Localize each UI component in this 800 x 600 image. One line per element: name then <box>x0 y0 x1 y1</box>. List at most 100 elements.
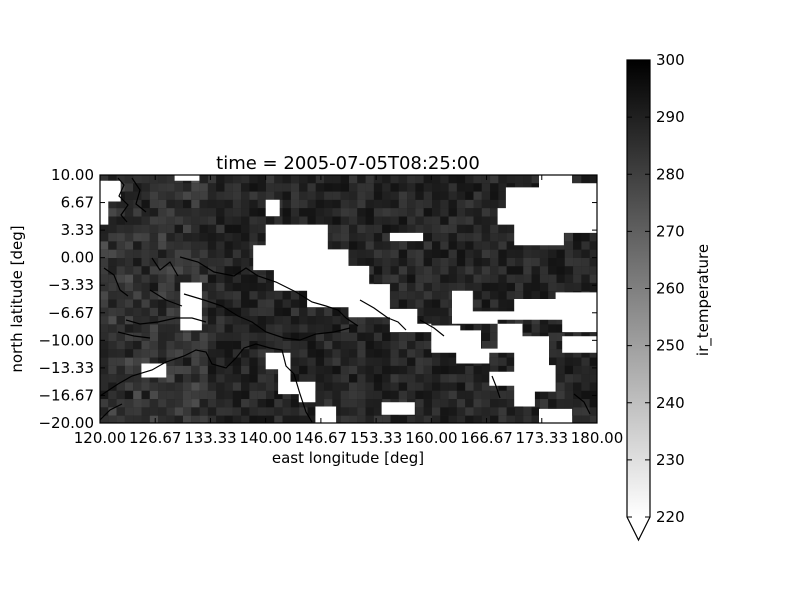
pixel-cell <box>415 241 424 250</box>
pixel-cell <box>199 224 208 234</box>
pixel-cell <box>116 374 125 383</box>
pixel-cell <box>315 316 325 325</box>
pixel-cell <box>199 208 208 217</box>
pixel-cell <box>539 241 549 250</box>
pixel-cell <box>498 299 507 308</box>
pixel-cell <box>183 249 192 258</box>
colorbar-tick-label: 250 <box>656 337 685 355</box>
pixel-cell <box>199 183 208 192</box>
pixel-cell <box>274 216 283 225</box>
pixel-cell <box>149 357 159 366</box>
pixel-cell <box>573 274 582 283</box>
pixel-cell <box>315 208 325 217</box>
pixel-cell <box>332 407 341 416</box>
pixel-cell <box>473 175 482 184</box>
pixel-cell <box>158 249 167 258</box>
pixel-cell <box>523 249 532 258</box>
x-tick-label: 133.33 <box>184 429 237 447</box>
pixel-cell <box>257 199 266 209</box>
x-tick-label: 120.00 <box>74 429 127 447</box>
pixel-cell <box>523 241 532 250</box>
pixel-cell <box>174 316 183 325</box>
pixel-cell <box>274 175 283 184</box>
pixel-cell <box>199 349 208 358</box>
pixel-cell <box>440 357 449 366</box>
pixel-cell <box>108 407 117 416</box>
pixel-cell <box>423 208 432 217</box>
pixel-cell <box>390 224 399 234</box>
pixel-cell <box>116 233 125 242</box>
pixel-cell <box>232 175 242 184</box>
pixel-cell <box>100 407 109 416</box>
pixel-cell <box>589 266 597 275</box>
pixel-cell <box>166 183 175 192</box>
pixel-cell <box>490 332 499 341</box>
pixel-cell <box>100 332 109 341</box>
pixel-cell <box>506 258 515 267</box>
pixel-cell <box>365 415 374 423</box>
pixel-cell <box>299 216 308 225</box>
pixel-cell <box>166 299 175 308</box>
pixel-cell <box>307 175 316 184</box>
pixel-cell <box>166 208 175 217</box>
pixel-cell <box>207 216 217 225</box>
pixel-cell <box>531 266 540 275</box>
pixel-cell <box>282 332 291 341</box>
pixel-cell <box>158 183 167 192</box>
pixel-cell <box>390 208 399 217</box>
pixel-cell <box>290 183 300 192</box>
pixel-cell <box>332 341 341 350</box>
colorbar: 300 290 280 270 260 250 240 230 220 ir_temperatu… <box>626 51 713 542</box>
pixel-cell <box>407 249 416 258</box>
pixel-cell <box>257 357 266 366</box>
pixel-cell <box>332 357 341 366</box>
pixel-cell <box>216 415 225 423</box>
pixel-cell <box>216 266 225 275</box>
pixel-cell <box>249 324 258 333</box>
pixel-cell <box>506 282 515 292</box>
pixel-cell <box>290 307 300 317</box>
pixel-cell <box>357 258 366 267</box>
y-tick-label: 10.00 <box>51 166 94 184</box>
pixel-cell <box>407 341 416 350</box>
pixel-cell <box>207 349 217 358</box>
pixel-cell <box>548 258 557 267</box>
pixel-cell <box>174 233 183 242</box>
pixel-cell <box>199 233 208 242</box>
pixel-cell <box>398 241 408 250</box>
pixel-cell <box>232 341 242 350</box>
pixel-cell <box>290 399 300 408</box>
pixel-cell <box>340 390 349 400</box>
pixel-cell <box>465 407 474 416</box>
pixel-cell <box>490 415 499 423</box>
pixel-cell <box>465 191 474 200</box>
pixel-cell <box>266 324 275 333</box>
pixel-cell <box>340 216 349 225</box>
pixel-cell <box>166 382 175 391</box>
pixel-cell <box>158 233 167 242</box>
pixel-cell <box>224 399 233 408</box>
pixel-cell <box>432 390 441 400</box>
pixel-cell <box>183 224 192 234</box>
pixel-cell <box>415 341 424 350</box>
pixel-cell <box>108 374 117 383</box>
pixel-cell <box>448 349 457 358</box>
pixel-cell <box>133 208 142 217</box>
pixel-cell <box>116 191 125 200</box>
pixel-cell <box>407 390 416 400</box>
pixel-cell <box>307 357 316 366</box>
pixel-cell <box>207 258 217 267</box>
pixel-cell <box>481 224 491 234</box>
pixel-cell <box>456 390 466 400</box>
pixel-cell <box>315 191 325 200</box>
pixel-cell <box>124 274 134 283</box>
pixel-cell <box>407 266 416 275</box>
pixel-cell <box>340 374 349 383</box>
pixel-cell <box>174 191 183 200</box>
pixel-cell <box>382 349 391 358</box>
pixel-cell <box>216 216 225 225</box>
pixel-cell <box>100 374 109 383</box>
pixel-cell <box>548 349 557 358</box>
pixel-cell <box>199 216 208 225</box>
